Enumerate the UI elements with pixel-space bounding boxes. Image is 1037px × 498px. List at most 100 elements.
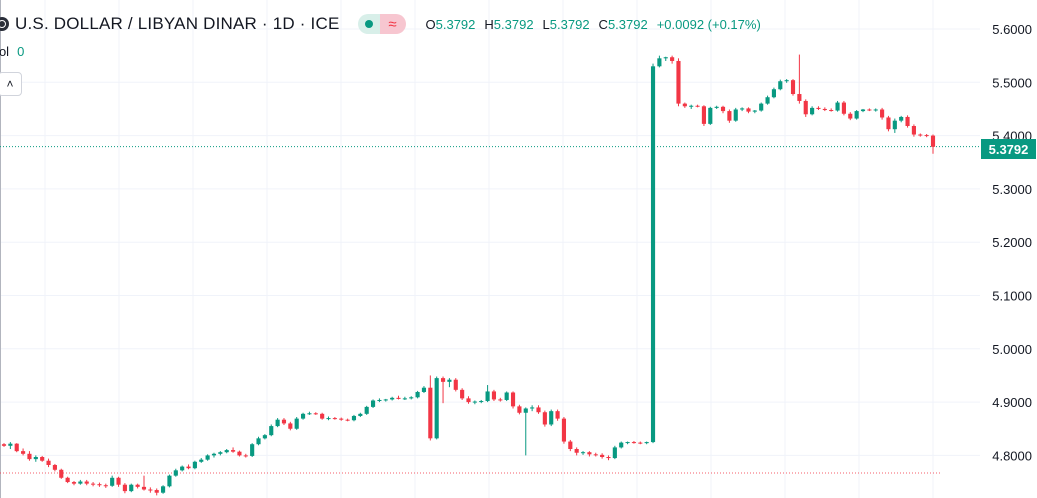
candle-body bbox=[447, 379, 452, 382]
candle-body bbox=[924, 135, 929, 137]
candle-body bbox=[701, 106, 706, 124]
candle-body bbox=[574, 449, 579, 453]
candle-body bbox=[52, 464, 57, 470]
candle-body bbox=[84, 481, 89, 484]
y-axis-tick-label: 5.2000 bbox=[992, 235, 1032, 250]
candle-body bbox=[135, 484, 140, 487]
candle-body bbox=[129, 484, 134, 492]
ohlc-values: O5.3792 H5.3792 L5.3792 C5.3792 +0.0092 … bbox=[426, 17, 761, 32]
candle-body bbox=[663, 57, 668, 59]
candle-body bbox=[326, 418, 331, 420]
candle-body bbox=[580, 452, 586, 454]
candle-body bbox=[59, 469, 64, 478]
candle-body bbox=[536, 407, 541, 413]
candle-body bbox=[714, 106, 719, 108]
candle-body bbox=[110, 477, 115, 486]
candle-body bbox=[281, 419, 287, 424]
close-value: 5.3792 bbox=[607, 16, 648, 32]
candle-body bbox=[453, 379, 458, 390]
candle-body bbox=[860, 109, 866, 112]
candle-body bbox=[765, 97, 770, 104]
candle-body bbox=[504, 392, 509, 400]
candle-body bbox=[886, 117, 891, 130]
candle-body bbox=[377, 399, 382, 401]
candle-body bbox=[650, 66, 656, 443]
candle-body bbox=[612, 447, 617, 459]
candle-body bbox=[8, 443, 13, 446]
candle-body bbox=[173, 470, 178, 476]
market-open-dot-icon bbox=[357, 14, 380, 34]
candle-body bbox=[733, 109, 738, 121]
candle-body bbox=[867, 109, 872, 111]
candle-body bbox=[911, 126, 916, 135]
candle-body bbox=[720, 106, 726, 112]
candle-body bbox=[370, 400, 376, 407]
open-value: 5.3792 bbox=[435, 16, 476, 32]
candle-body bbox=[542, 412, 547, 425]
y-axis-tick-label: 5.3000 bbox=[992, 182, 1032, 197]
candle-body bbox=[78, 481, 83, 484]
candle-body bbox=[619, 442, 624, 448]
candle-body bbox=[530, 407, 535, 409]
candle-body bbox=[415, 391, 420, 398]
candle-body bbox=[638, 442, 643, 444]
candle-body bbox=[65, 477, 70, 483]
candle-body bbox=[778, 81, 783, 90]
candle-body bbox=[797, 94, 802, 101]
y-axis-tick-label: 5.1000 bbox=[992, 289, 1032, 304]
candle-body bbox=[180, 466, 185, 471]
candle-body bbox=[472, 401, 477, 403]
candle-body bbox=[485, 391, 490, 402]
candle-body bbox=[243, 455, 248, 457]
candle-body bbox=[848, 113, 853, 119]
candle-body bbox=[555, 411, 560, 419]
candle-body bbox=[892, 120, 897, 130]
candle-body bbox=[498, 399, 503, 401]
symbol-logo-icon bbox=[0, 17, 9, 31]
candle-body bbox=[708, 107, 713, 124]
candle-body bbox=[822, 108, 827, 111]
volume-legend: Vol 0 bbox=[0, 44, 24, 59]
candle-body bbox=[122, 484, 127, 492]
collapse-legend-button[interactable]: ˄ bbox=[0, 72, 22, 96]
candle-body bbox=[841, 102, 846, 114]
candle-body bbox=[320, 413, 325, 419]
candle-body bbox=[930, 135, 936, 147]
candle-body bbox=[568, 441, 573, 450]
symbol-title[interactable]: U.S. DOLLAR / LIBYAN DINAR · 1D · ICE bbox=[15, 14, 340, 33]
candle-body bbox=[759, 103, 764, 111]
candle-body bbox=[549, 411, 554, 425]
open-label: O bbox=[425, 16, 436, 32]
candle-body bbox=[561, 418, 567, 442]
candle-body bbox=[97, 484, 102, 486]
high-label: H bbox=[484, 16, 494, 32]
change-value: +0.0092 (+0.17%) bbox=[656, 16, 761, 32]
candle-body bbox=[358, 413, 363, 416]
candle-body bbox=[657, 58, 662, 67]
candle-body bbox=[262, 435, 267, 439]
candle-body bbox=[27, 453, 32, 460]
candle-body bbox=[479, 401, 484, 403]
candle-body bbox=[161, 486, 166, 493]
candle-body bbox=[33, 456, 38, 460]
candle-body bbox=[116, 477, 121, 485]
candle-body bbox=[600, 454, 605, 457]
y-axis-tick-label: 5.0000 bbox=[992, 342, 1032, 357]
candle-body bbox=[491, 391, 497, 400]
candle-body bbox=[332, 418, 337, 420]
candle-body bbox=[218, 452, 223, 454]
candle-body bbox=[771, 89, 776, 98]
candle-body bbox=[428, 387, 433, 439]
candle-body bbox=[396, 397, 401, 399]
y-axis-tick-label: 4.9000 bbox=[992, 395, 1032, 410]
market-status-badge[interactable]: ≈ bbox=[357, 14, 406, 34]
candle-body bbox=[918, 134, 923, 136]
candle-body bbox=[752, 110, 757, 112]
candle-body bbox=[1, 444, 7, 446]
candle-body bbox=[21, 451, 26, 454]
candle-body bbox=[148, 489, 153, 491]
candle-body bbox=[186, 466, 191, 469]
candle-body bbox=[269, 426, 274, 436]
candle-body bbox=[141, 486, 147, 490]
